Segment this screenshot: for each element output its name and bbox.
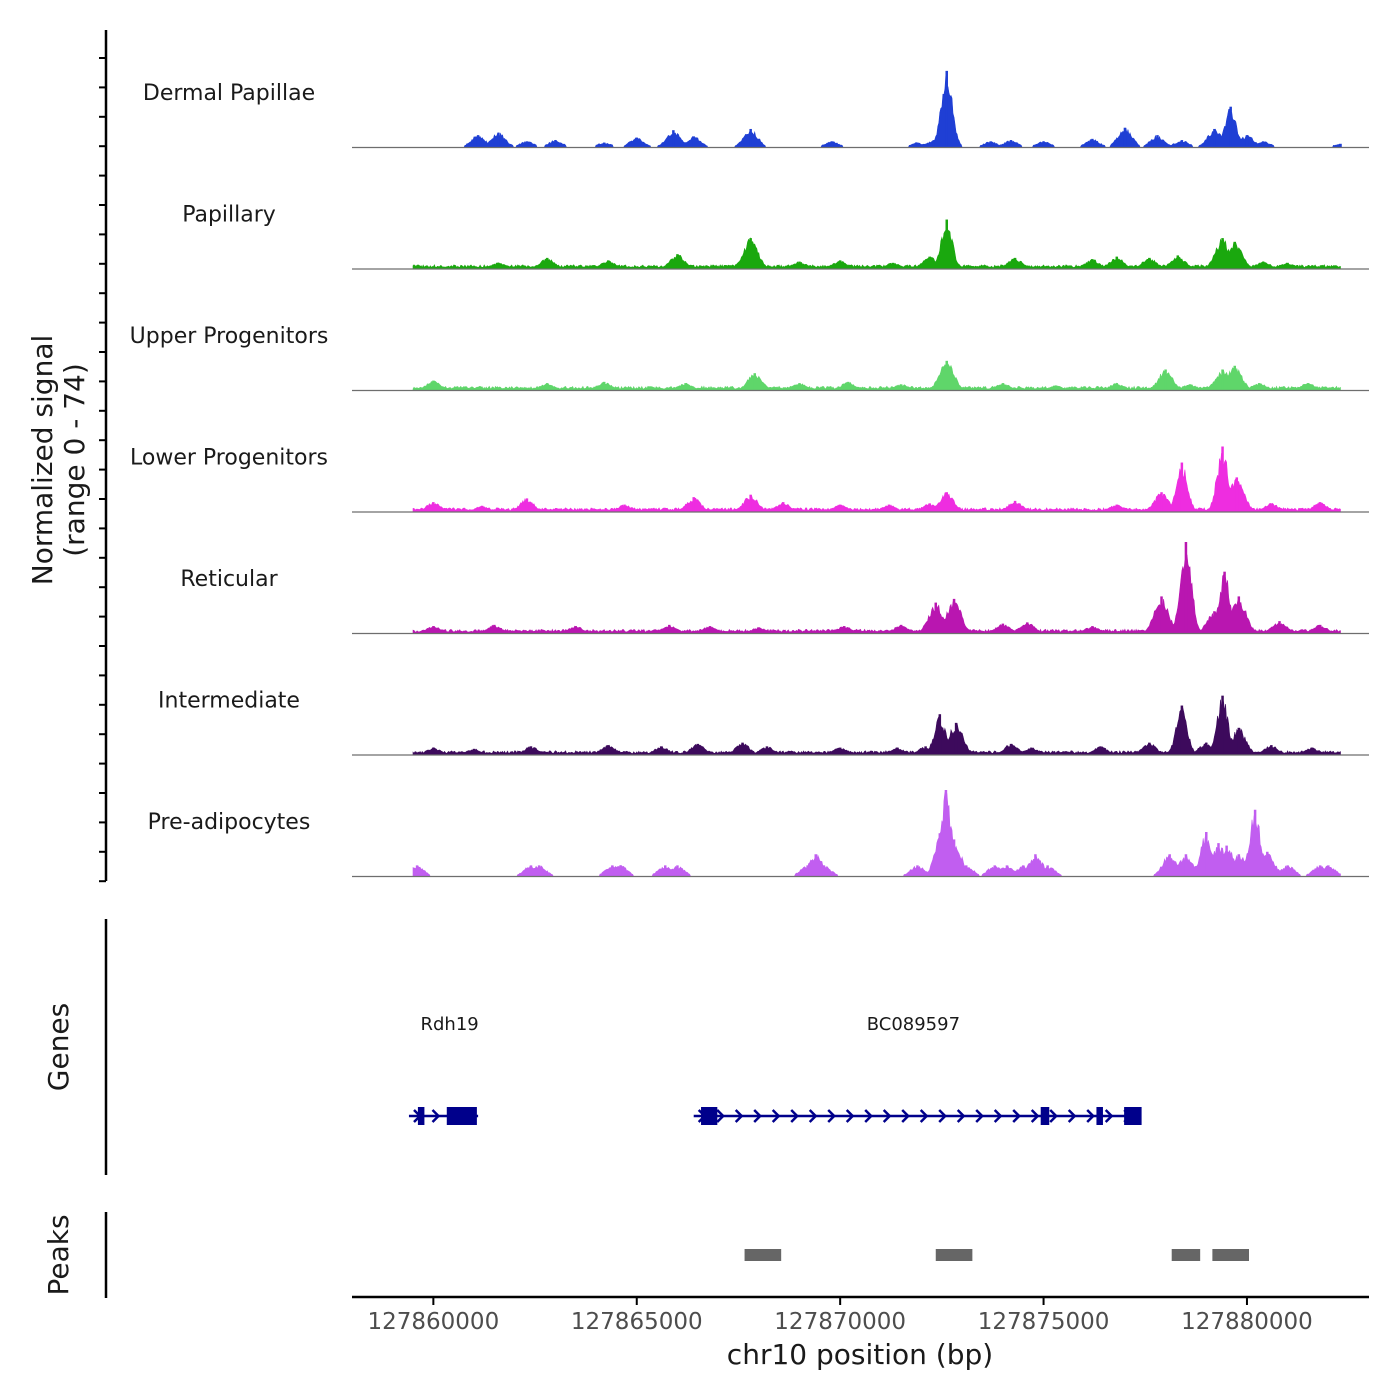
- strand-chevron: [1012, 1109, 1021, 1123]
- track-papillary: Papillary: [182, 203, 1369, 270]
- strand-chevron: [956, 1109, 966, 1123]
- track-upper-progenitors: Upper Progenitors: [130, 324, 1369, 392]
- y-axis-ticks: [99, 57, 106, 883]
- strand-chevron: [1104, 1109, 1114, 1123]
- peak-region: [935, 1249, 973, 1261]
- track-label: Pre-adipocytes: [148, 810, 311, 835]
- track-lower-progenitors: Lower Progenitors: [130, 446, 1369, 513]
- track-label: Lower Progenitors: [130, 446, 328, 471]
- gene-exon: [417, 1107, 425, 1125]
- peak-regions-track: [744, 1249, 1249, 1261]
- gene-exon: [446, 1107, 477, 1125]
- strand-chevron: [808, 1109, 818, 1123]
- strand-chevron: [919, 1109, 929, 1123]
- signal-area: [412, 363, 1341, 391]
- gene-annotation-track: Rdh19 BC089597: [408, 1014, 1142, 1125]
- track-label: Dermal Papillae: [143, 81, 315, 106]
- strand-chevron: [1030, 1109, 1040, 1123]
- gene-bc089597: BC089597: [693, 1014, 1142, 1125]
- track-label: Upper Progenitors: [130, 324, 329, 349]
- strand-chevron: [938, 1109, 947, 1123]
- strand-chevron: [845, 1109, 855, 1123]
- y-axis-range: (range 0 - 74): [58, 363, 91, 557]
- strand-chevron: [1067, 1109, 1077, 1123]
- coverage-tracks: Dermal Papillae Papillary Upper Progenitor…: [130, 70, 1369, 878]
- strand-chevron: [993, 1109, 1003, 1123]
- gene-label: Rdh19: [421, 1014, 479, 1035]
- signal-area: [412, 698, 1341, 756]
- strand-chevron: [827, 1109, 836, 1123]
- peak-region: [1171, 1249, 1201, 1261]
- x-axis-ticks: 127860000 127865000 127870000 127875000 1278…: [368, 1297, 1313, 1335]
- x-tick-label: 127880000: [1181, 1309, 1313, 1335]
- strand-chevron: [901, 1109, 910, 1123]
- signal-area: [412, 225, 1341, 270]
- gene-exon: [1096, 1107, 1103, 1125]
- strand-chevron: [975, 1109, 984, 1123]
- peak-region: [744, 1249, 782, 1261]
- strand-chevron: [431, 1109, 441, 1123]
- x-tick-label: 127860000: [368, 1309, 500, 1335]
- strand-chevron: [1049, 1109, 1058, 1123]
- gene-rdh19: Rdh19: [408, 1014, 479, 1125]
- track-dermal-papillae: Dermal Papillae: [143, 70, 1369, 149]
- y-axis-title: Normalized signal: [26, 335, 59, 586]
- strand-chevron: [753, 1109, 762, 1123]
- track-label: Intermediate: [158, 689, 300, 714]
- gene-label: BC089597: [867, 1014, 960, 1035]
- signal-area: [412, 554, 1341, 634]
- track-reticular: Reticular: [180, 542, 1369, 635]
- strand-chevron: [716, 1109, 725, 1123]
- strand-chevron: [771, 1109, 781, 1123]
- gene-exon: [1040, 1107, 1050, 1125]
- strand-chevron: [790, 1109, 799, 1123]
- x-tick-label: 127875000: [978, 1309, 1110, 1335]
- x-axis-title: chr10 position (bp): [727, 1338, 993, 1371]
- signal-area: [412, 453, 1341, 513]
- x-tick-label: 127865000: [571, 1309, 703, 1335]
- signal-area: [412, 792, 1341, 877]
- track-label: Reticular: [180, 567, 278, 592]
- strand-chevron: [882, 1109, 892, 1123]
- track-intermediate: Intermediate: [158, 689, 1369, 756]
- peaks-axis-title: Peaks: [42, 1214, 75, 1295]
- gene-exon: [701, 1107, 718, 1125]
- strand-chevron: [1086, 1109, 1095, 1123]
- peak-region: [1212, 1249, 1249, 1261]
- strand-chevron: [734, 1109, 744, 1123]
- track-pre-adipocytes: Pre-adipocytes: [148, 789, 1369, 878]
- gene-exon: [1124, 1107, 1142, 1125]
- track-label: Papillary: [182, 203, 276, 228]
- genes-axis-title: Genes: [42, 1003, 75, 1091]
- strand-chevron: [864, 1109, 873, 1123]
- x-tick-label: 127870000: [774, 1309, 906, 1335]
- signal-area: [413, 73, 1341, 148]
